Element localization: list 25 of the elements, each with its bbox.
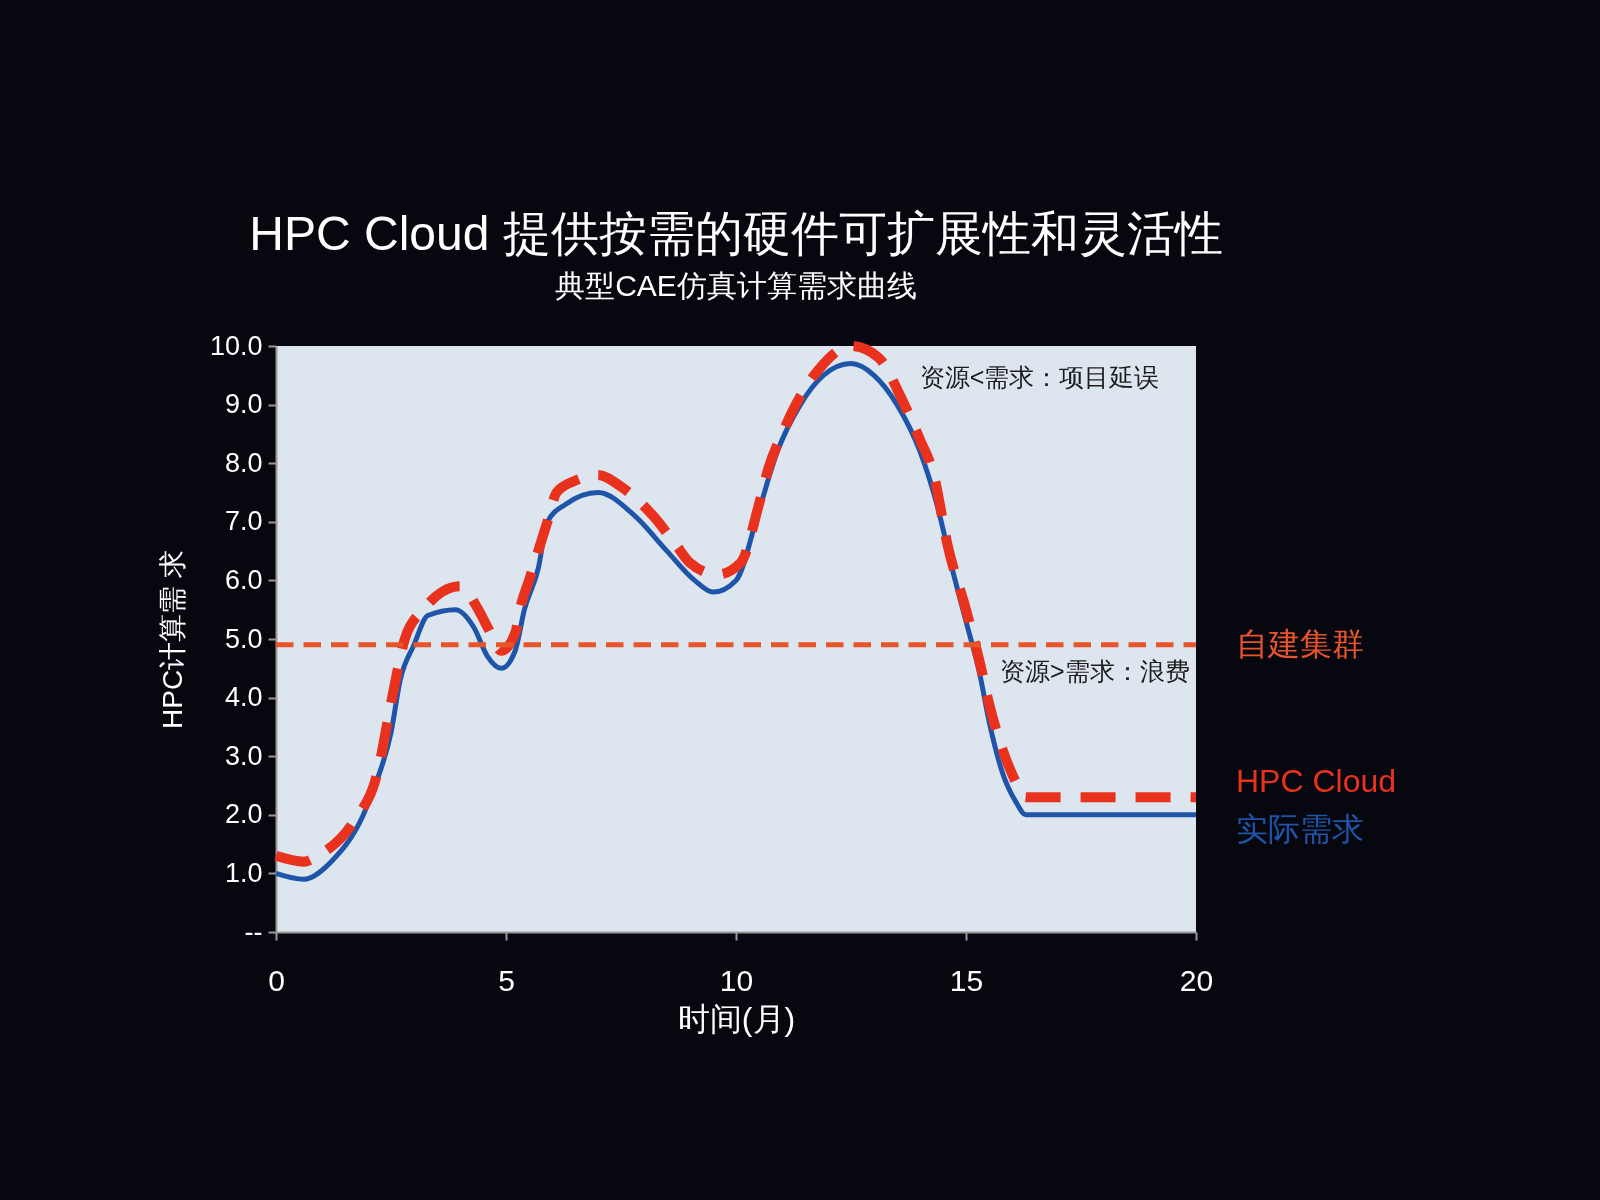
x-axis-title: 时间(月)	[677, 1000, 796, 1037]
y-tick-label: 8.0	[224, 447, 263, 478]
chart-title: HPC Cloud 提供按需的硬件可扩展性和灵活性	[249, 207, 1223, 260]
x-tick-label: 15	[949, 963, 984, 997]
y-tick-label: 2.0	[224, 799, 263, 830]
chart-subtitle: 典型CAE仿真计算需求曲线	[555, 269, 917, 302]
y-axis-title: HPC计算需 求	[156, 550, 188, 729]
y-tick-label: 10.0	[209, 330, 263, 361]
x-tick-label: 5	[498, 963, 515, 997]
y-tick-label: --	[244, 916, 263, 947]
y-tick-label: 7.0	[224, 506, 263, 537]
y-tick-label: 3.0	[224, 740, 263, 771]
y-tick-label: 6.0	[224, 564, 263, 595]
series-label: 自建集群	[1236, 625, 1364, 662]
y-tick-label: 5.0	[224, 623, 263, 654]
x-tick-label: 0	[268, 963, 285, 997]
y-tick-label: 4.0	[224, 682, 263, 713]
annotation: 资源<需求：项目延误	[919, 363, 1160, 391]
series-label: HPC Cloud	[1236, 763, 1397, 800]
y-tick-label: 9.0	[224, 389, 263, 420]
x-tick-label: 20	[1179, 963, 1214, 997]
series-label: 实际需求	[1236, 811, 1364, 848]
x-tick-label: 10	[719, 963, 754, 997]
y-tick-label: 1.0	[224, 857, 263, 888]
annotation: 资源>需求：浪费	[1000, 657, 1190, 685]
